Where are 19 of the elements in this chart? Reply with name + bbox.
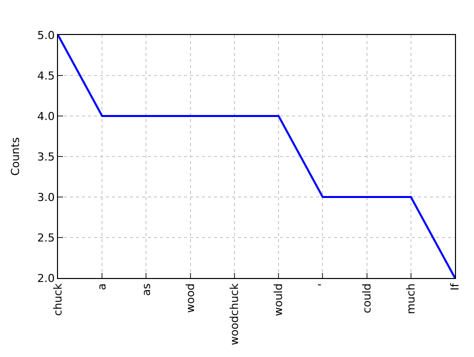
x-tick-label: as <box>140 283 153 296</box>
y-tick-label: 3.5 <box>37 150 55 164</box>
y-tick-label: 4.0 <box>37 110 55 123</box>
x-tick-label: If <box>448 282 462 291</box>
y-tick-label: 2.0 <box>37 272 55 285</box>
x-tick-label: a <box>96 283 109 290</box>
y-tick-label: 2.5 <box>37 231 55 244</box>
x-tick-label: wood <box>184 283 197 313</box>
y-tick-label: 5.0 <box>37 28 55 42</box>
y-tick-label: 4.5 <box>37 69 55 82</box>
x-tick-label: ' <box>316 283 330 286</box>
x-tick-label: would <box>272 283 286 316</box>
x-tick-label: chuck <box>52 282 65 316</box>
y-axis-title: Counts <box>8 137 22 176</box>
y-tick-label: 3.0 <box>37 190 55 204</box>
x-tick-label: woodchuck <box>228 282 242 346</box>
x-tick-label: much <box>404 283 418 314</box>
x-tick-label: could <box>360 283 374 314</box>
line-series <box>58 35 455 278</box>
